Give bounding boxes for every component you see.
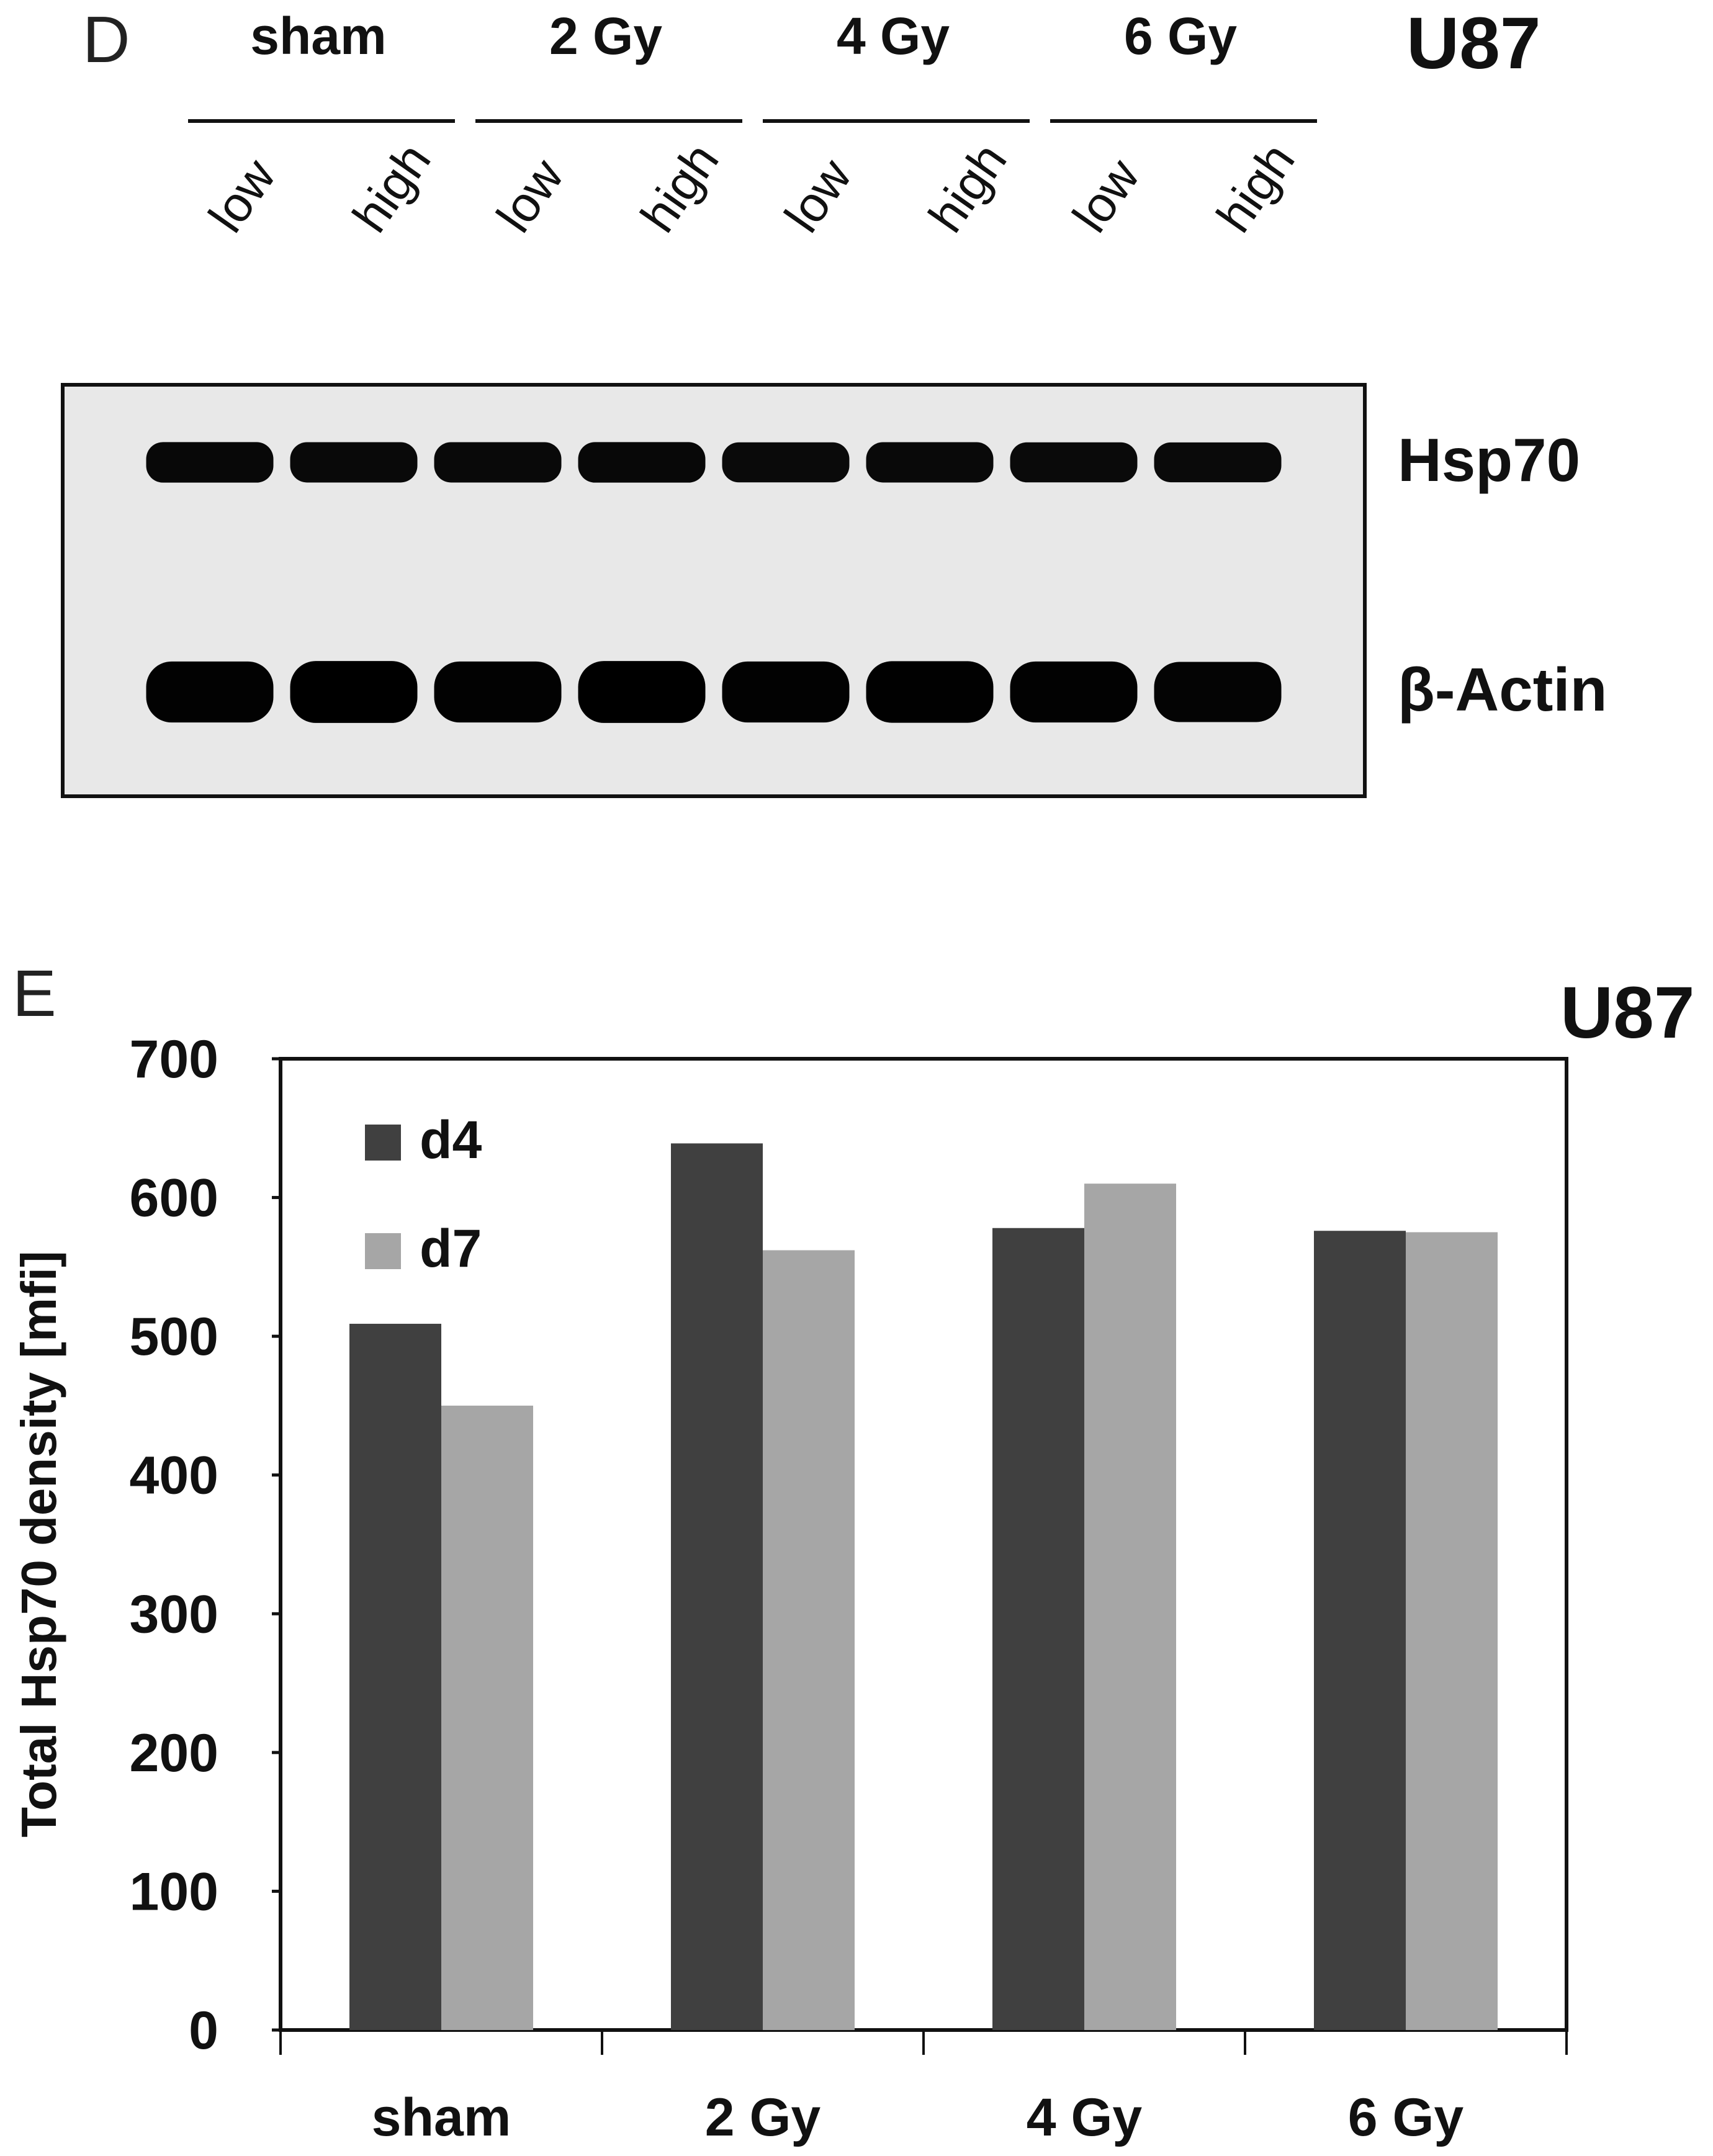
blot-band (1154, 442, 1282, 483)
blot-band (146, 442, 274, 483)
y-tick-label: 400 (130, 1446, 219, 1506)
panel-d-cell-line-label: U87 (1406, 2, 1540, 84)
blot-band (866, 661, 994, 723)
lane-label: low (1062, 149, 1150, 242)
band-labels: Hsp70 β-Actin (1398, 426, 1607, 724)
bar-d7-6-gy (1406, 1232, 1498, 2030)
lane-label: high (918, 133, 1017, 242)
bar-d4-6-gy (1314, 1231, 1406, 2030)
blot-band (578, 442, 706, 483)
lane-label: high (342, 133, 441, 242)
blot-band (722, 661, 850, 723)
blot-band (1010, 661, 1138, 723)
legend-label: d7 (420, 1219, 482, 1278)
blot-band (1010, 442, 1138, 483)
y-axis-ticks: 0 100 200 300 400 500 600 700 (130, 1030, 281, 2060)
bar-d4-4-gy (992, 1228, 1084, 2030)
band-label: β-Actin (1398, 655, 1607, 724)
blot-membrane (61, 383, 1367, 798)
legend: d4 d7 (365, 1110, 482, 1278)
y-tick-label: 300 (130, 1584, 219, 1644)
legend-swatch (365, 1233, 401, 1269)
blot-band (290, 442, 418, 483)
x-tick-label: 2 Gy (705, 2088, 821, 2147)
lane-label: high (1206, 133, 1305, 242)
panel-e-cell-line-label: U87 (1560, 972, 1694, 1054)
blot-band (434, 661, 562, 723)
group-label: sham (250, 7, 386, 65)
blot-band (1154, 662, 1282, 722)
blot-band (578, 661, 706, 723)
bar-chart-panel: E U87 0 100 200 300 400 500 600 700 sham 2 Gy 4 G… (11, 957, 1694, 2147)
bar-d7-sham (441, 1405, 533, 2030)
bar-d7-4-gy (1084, 1184, 1176, 2030)
y-tick-label: 600 (130, 1169, 219, 1228)
bar-d4-2-gy (671, 1143, 763, 2030)
blot-band (290, 661, 418, 723)
bar-d4-sham (349, 1324, 441, 2030)
treatment-group-labels: sham 2 Gy 4 Gy 6 Gy (188, 7, 1317, 123)
y-tick-label: 0 (189, 2001, 218, 2060)
lane-label: low (486, 149, 574, 242)
bars (349, 1143, 1498, 2030)
panel-e-letter: E (12, 957, 56, 1030)
blot-band (146, 661, 274, 723)
x-tick-label: 6 Gy (1348, 2088, 1464, 2147)
lane-labels: low high low high low high low high (198, 133, 1305, 242)
lane-label: low (774, 149, 862, 242)
y-tick-label: 700 (130, 1030, 219, 1089)
x-tick-label: sham (372, 2088, 511, 2147)
y-tick-label: 200 (130, 1723, 219, 1783)
blot-band (434, 442, 562, 483)
blot-bands (146, 442, 1282, 723)
blot-band (866, 442, 994, 483)
group-label: 4 Gy (837, 7, 950, 65)
panel-d-letter: D (83, 3, 130, 76)
band-label: Hsp70 (1398, 426, 1580, 494)
western-blot-panel: D U87 sham 2 Gy 4 Gy 6 Gy low high low high low… (61, 2, 1607, 798)
y-tick-label: 100 (130, 1862, 219, 1921)
lane-label: low (198, 149, 286, 242)
legend-label: d4 (420, 1110, 482, 1170)
legend-swatch (365, 1125, 401, 1161)
x-axis-ticks: sham 2 Gy 4 Gy 6 Gy (279, 2030, 1568, 2147)
x-tick-label: 4 Gy (1027, 2088, 1143, 2147)
y-axis-label: Total Hsp70 density [mfi] (11, 1251, 66, 1837)
blot-band (722, 442, 850, 483)
group-label: 6 Gy (1124, 7, 1237, 65)
y-tick-label: 500 (130, 1307, 219, 1367)
bar-d7-2-gy (763, 1250, 855, 2030)
lane-label: high (630, 133, 729, 242)
group-label: 2 Gy (549, 7, 662, 65)
